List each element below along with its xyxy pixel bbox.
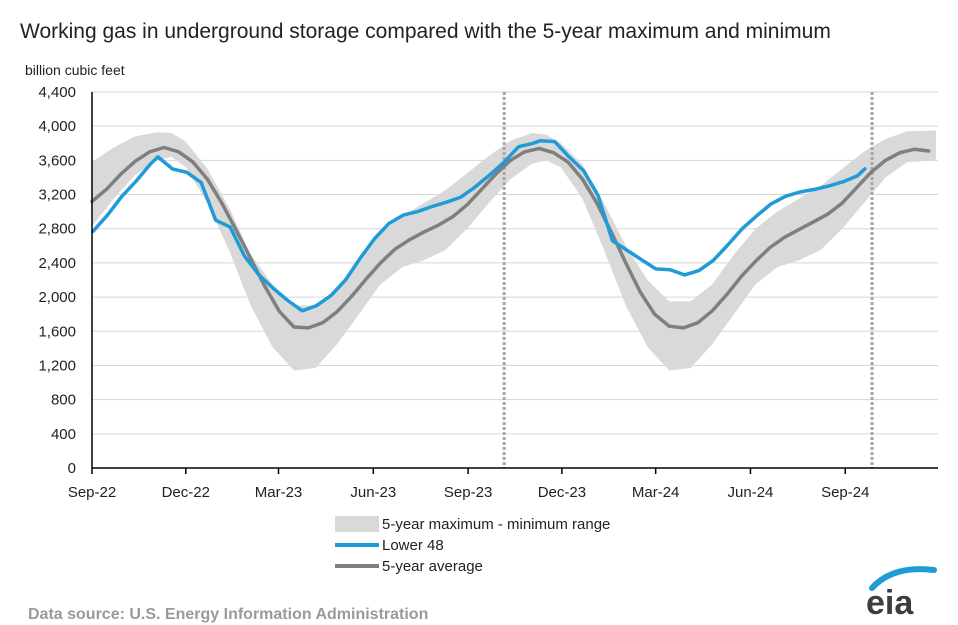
legend-label: Lower 48 — [382, 537, 444, 554]
chart-title: Working gas in underground storage compa… — [20, 20, 831, 43]
x-tick-label: Sep-23 — [444, 484, 492, 501]
x-tick-label: Mar-23 — [255, 484, 303, 501]
reference-lines — [502, 92, 874, 468]
x-tick-label: Dec-22 — [162, 484, 210, 501]
x-tick-label: Sep-22 — [68, 484, 116, 501]
y-tick-label: 800 — [51, 392, 76, 409]
y-tick-label: 1,200 — [38, 357, 76, 374]
x-tick-label: Sep-24 — [821, 484, 869, 501]
eia-logo-swoosh — [869, 566, 937, 591]
y-tick-label: 1,600 — [38, 323, 76, 340]
legend-label: 5-year average — [382, 558, 483, 575]
series-lines — [90, 138, 931, 330]
x-tick-label: Mar-24 — [632, 484, 680, 501]
y-tick-label: 0 — [68, 460, 76, 477]
data-source-note: Data source: U.S. Energy Information Adm… — [28, 606, 428, 623]
eia-logo-text: eia — [866, 584, 914, 622]
legend-swatch-band — [335, 516, 379, 532]
x-tick-label: Jun-24 — [728, 484, 774, 501]
y-tick-label: 4,000 — [38, 118, 76, 135]
y-axis-label: billion cubic feet — [25, 62, 125, 78]
axes: 0 400 800 1,200 1,600 2,000 2,400 2,800 3,200 3,6… — [38, 84, 938, 501]
y-tick-label: 2,000 — [38, 289, 76, 306]
y-tick-label: 400 — [51, 426, 76, 443]
range-band — [92, 130, 936, 371]
range-band-layer — [92, 130, 936, 371]
y-tick-label: 3,600 — [38, 152, 76, 169]
y-tick-label: 2,400 — [38, 255, 76, 272]
y-tick-label: 2,800 — [38, 221, 76, 238]
lower-48-line — [91, 138, 867, 313]
legend-label: 5-year maximum - minimum range — [382, 516, 610, 533]
legend: 5-year maximum - minimum range Lower 48 5-… — [335, 516, 610, 575]
y-tick-label: 3,200 — [38, 187, 76, 204]
x-tick-label: Jun-23 — [350, 484, 396, 501]
y-tick-label: 4,400 — [38, 84, 76, 101]
eia-logo: eia — [866, 566, 937, 622]
five-year-average-line — [90, 145, 931, 330]
x-tick-label: Dec-23 — [538, 484, 586, 501]
